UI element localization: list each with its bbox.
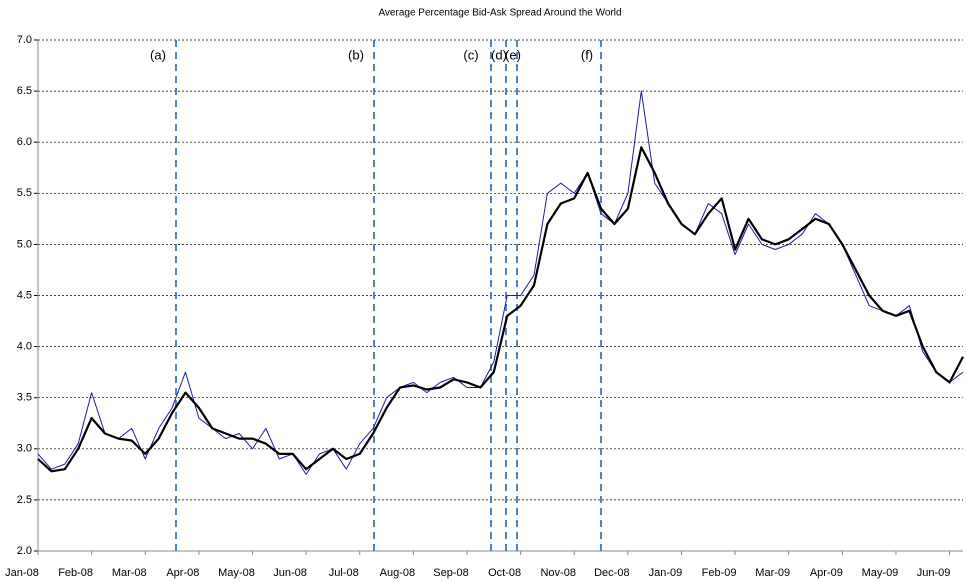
- y-tick-label: 6.5: [17, 85, 32, 97]
- chart-title: Average Percentage Bid-Ask Spread Around…: [378, 8, 621, 19]
- x-tick-label: Jun-08: [273, 567, 307, 579]
- x-tick-label: Apr-09: [810, 567, 843, 579]
- y-tick-label: 3.5: [17, 392, 32, 404]
- x-tick-label: Jan-09: [649, 567, 683, 579]
- y-tick-label: 3.0: [17, 443, 32, 455]
- x-tick-label: Nov-08: [540, 567, 575, 579]
- x-tick-label: Jun-09: [917, 567, 951, 579]
- x-tick-label: Apr-08: [166, 567, 199, 579]
- x-tick-label: Feb-09: [702, 567, 737, 579]
- x-tick-label: May-08: [218, 567, 255, 579]
- y-tick-label: 5.0: [17, 238, 32, 250]
- x-tick-label: Jul-08: [329, 567, 359, 579]
- average-line: [37, 146, 964, 473]
- x-tick-label: Feb-08: [58, 567, 93, 579]
- x-tick-label: Aug-08: [380, 567, 415, 579]
- x-tick-label: Jan-08: [5, 567, 39, 579]
- y-tick-label: 2.5: [17, 494, 32, 506]
- y-tick-label: 6.0: [17, 136, 32, 148]
- y-tick-label: 4.0: [17, 341, 32, 353]
- annotation: (f): [581, 47, 593, 62]
- annotation: (e): [505, 47, 521, 62]
- x-tick-label: May-09: [862, 567, 899, 579]
- y-tick-label: 4.5: [17, 289, 32, 301]
- x-tick-label: Oct-08: [488, 567, 521, 579]
- y-tick-label: 2.0: [17, 545, 32, 557]
- y-tick-label: 7.0: [17, 34, 32, 46]
- x-tick-label: Dec-08: [594, 567, 629, 579]
- annotation: (d): [491, 47, 507, 62]
- annotation: (b): [348, 47, 364, 62]
- annotation: (a): [150, 47, 166, 62]
- x-tick-label: Sep-08: [433, 567, 468, 579]
- x-tick-label: Mar-08: [112, 567, 147, 579]
- x-tick-label: Mar-09: [755, 567, 790, 579]
- annotation: (c): [463, 47, 478, 62]
- y-tick-label: 5.5: [17, 187, 32, 199]
